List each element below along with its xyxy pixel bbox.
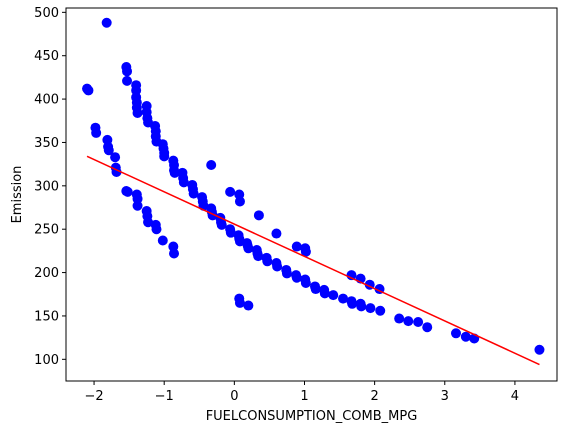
y-axis-label: Emission — [10, 166, 25, 224]
scatter-point — [403, 316, 414, 327]
scatter-point — [188, 188, 199, 199]
scatter-point — [216, 219, 227, 230]
scatter-point — [272, 261, 283, 272]
scatter-point — [534, 344, 545, 355]
scatter-point — [328, 290, 339, 301]
scatter-point — [310, 284, 321, 295]
scatter-point — [450, 328, 461, 339]
y-axis-ticks: 100 150 200 250 300 350 400 450 500 — [34, 6, 66, 368]
scatter-point — [347, 298, 358, 309]
scatter-point — [262, 256, 273, 267]
scatter-point — [178, 177, 189, 188]
scatter-point — [460, 331, 471, 342]
scatter-point — [375, 305, 386, 316]
scatter-point — [291, 272, 302, 283]
fit-line-layer — [86, 155, 540, 366]
y-tick-label: 350 — [34, 136, 59, 151]
axes-frame — [65, 7, 558, 382]
scatter-point — [169, 167, 180, 178]
x-tick-label: 3 — [441, 389, 449, 404]
scatter-point — [143, 217, 154, 228]
x-tick-label: 4 — [511, 389, 519, 404]
y-tick-label: 150 — [34, 309, 59, 324]
y-tick-label: 500 — [34, 6, 59, 21]
scatter-point — [422, 322, 433, 333]
scatter-point — [132, 107, 143, 118]
scatter-point — [225, 186, 236, 197]
scatter-point — [131, 85, 142, 96]
scatter-point — [253, 210, 264, 221]
scatter-point — [365, 303, 376, 314]
x-axis-ticks: −2 −1 0 1 2 3 4 — [84, 381, 519, 404]
scatter-point — [206, 160, 217, 171]
scatter-point — [83, 85, 94, 96]
scatter-point — [91, 127, 102, 138]
scatter-point — [253, 251, 264, 262]
scatter-point — [110, 152, 121, 163]
x-tick-label: −1 — [155, 389, 174, 404]
scatter-point — [151, 224, 162, 235]
fit-line — [86, 155, 540, 366]
scatter-point — [338, 293, 349, 304]
y-tick-label: 300 — [34, 179, 59, 194]
scatter-point — [394, 313, 405, 324]
scatter-point — [157, 235, 168, 246]
scatter-point — [413, 317, 424, 328]
scatter-point — [234, 196, 245, 207]
scatter-point — [169, 248, 180, 259]
y-tick-label: 100 — [34, 353, 59, 368]
scatter-point — [225, 227, 236, 238]
x-axis-label: FUELCONSUMPTION_COMB_MPG — [206, 409, 418, 424]
scatter-point — [300, 277, 311, 288]
scatter-point — [291, 241, 302, 252]
scatter-point — [300, 246, 311, 257]
scatter-point — [159, 151, 170, 162]
x-tick-label: 1 — [300, 389, 308, 404]
scatter-point — [122, 75, 133, 86]
scatter-point — [243, 300, 254, 311]
x-tick-label: −2 — [84, 389, 103, 404]
scatter-point — [234, 297, 245, 308]
scatter-point — [132, 193, 143, 204]
scatter-point — [132, 200, 143, 211]
scatter-point — [101, 17, 112, 28]
x-tick-label: 2 — [370, 389, 378, 404]
y-tick-label: 450 — [34, 49, 59, 64]
x-tick-label: 0 — [230, 389, 238, 404]
scatter-point — [122, 186, 133, 197]
scatter-point — [243, 243, 254, 254]
plot-area — [82, 17, 545, 355]
scatter-point — [281, 268, 292, 279]
scatter-point — [122, 66, 133, 77]
scatter-point — [271, 228, 282, 239]
y-tick-label: 250 — [34, 223, 59, 238]
y-tick-label: 200 — [34, 266, 59, 281]
y-tick-label: 400 — [34, 93, 59, 108]
scatter-point — [103, 145, 114, 156]
scatter-point — [356, 301, 367, 312]
scatter-point — [319, 288, 330, 299]
